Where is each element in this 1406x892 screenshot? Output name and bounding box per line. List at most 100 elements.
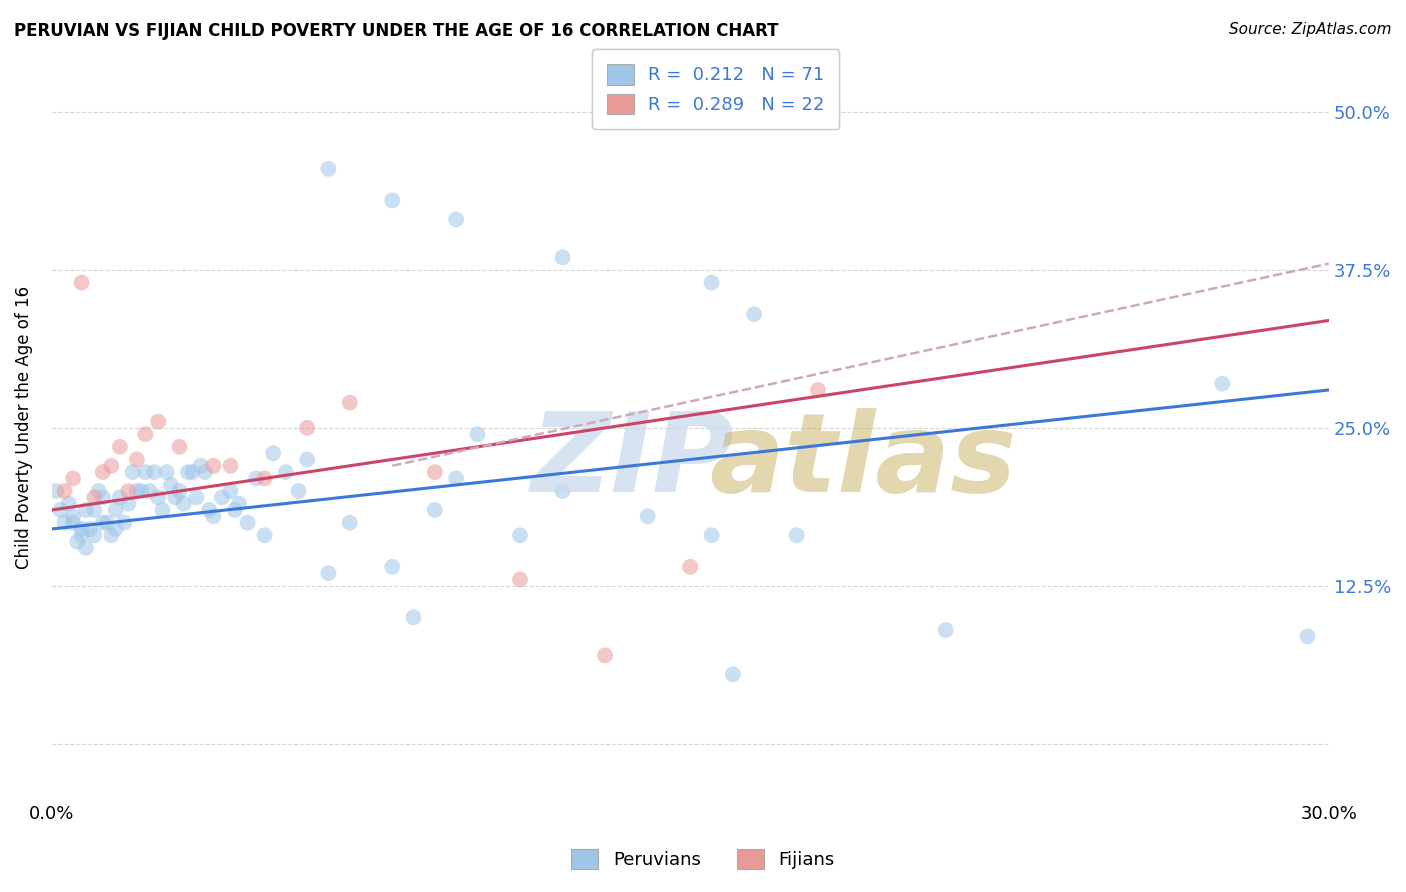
Point <box>75 541 97 555</box>
Point <box>62 509 84 524</box>
Text: Source: ZipAtlas.com: Source: ZipAtlas.com <box>1229 22 1392 37</box>
Point <box>49 503 72 517</box>
Point <box>169 440 191 454</box>
Point <box>339 395 361 409</box>
Point <box>786 528 808 542</box>
Point <box>121 465 143 479</box>
Point <box>339 516 361 530</box>
Point <box>91 516 114 530</box>
Point <box>423 465 446 479</box>
Legend: Peruvians, Fijians: Peruvians, Fijians <box>562 839 844 879</box>
Point <box>287 484 309 499</box>
Point <box>104 522 127 536</box>
Point <box>70 276 93 290</box>
Point <box>169 484 191 499</box>
Point <box>318 161 340 176</box>
Point <box>274 465 297 479</box>
Point <box>402 610 425 624</box>
Point <box>100 528 122 542</box>
Point <box>87 484 110 499</box>
Point <box>253 528 276 542</box>
Point <box>125 484 148 499</box>
Point <box>112 516 135 530</box>
Point <box>165 491 187 505</box>
Point <box>444 212 467 227</box>
Point <box>129 484 152 499</box>
Point <box>156 465 179 479</box>
Point <box>224 503 246 517</box>
Point <box>108 491 131 505</box>
Point <box>190 458 212 473</box>
Point <box>108 440 131 454</box>
Point <box>807 383 830 397</box>
Point <box>219 458 242 473</box>
Point <box>142 465 165 479</box>
Point <box>1296 629 1319 643</box>
Point <box>700 276 723 290</box>
Point <box>219 484 242 499</box>
Point <box>742 307 765 321</box>
Point <box>91 491 114 505</box>
Point <box>679 560 702 574</box>
Point <box>295 452 318 467</box>
Point <box>381 194 404 208</box>
Point <box>100 458 122 473</box>
Point <box>721 667 744 681</box>
Point <box>467 427 489 442</box>
Point <box>117 497 139 511</box>
Point <box>125 452 148 467</box>
Point <box>134 465 156 479</box>
Point <box>173 497 195 511</box>
Point <box>551 484 574 499</box>
Point <box>177 465 200 479</box>
Point <box>211 491 233 505</box>
Point <box>295 421 318 435</box>
Point <box>236 516 259 530</box>
Point <box>117 484 139 499</box>
Text: atlas: atlas <box>709 408 1017 515</box>
Point <box>66 534 89 549</box>
Point <box>228 497 250 511</box>
Point <box>58 497 80 511</box>
Point <box>935 623 957 637</box>
Point <box>134 427 156 442</box>
Point <box>91 465 114 479</box>
Point <box>146 415 169 429</box>
Point <box>194 465 217 479</box>
Point <box>70 522 93 536</box>
Point <box>551 250 574 264</box>
Point <box>53 484 76 499</box>
Point <box>444 471 467 485</box>
Point <box>700 528 723 542</box>
Point <box>423 503 446 517</box>
Point <box>181 465 204 479</box>
Point <box>83 528 105 542</box>
Point <box>79 522 101 536</box>
Point <box>146 491 169 505</box>
Point <box>253 471 276 485</box>
Point <box>62 516 84 530</box>
Point <box>318 566 340 581</box>
Point <box>104 503 127 517</box>
Point <box>138 484 160 499</box>
Text: PERUVIAN VS FIJIAN CHILD POVERTY UNDER THE AGE OF 16 CORRELATION CHART: PERUVIAN VS FIJIAN CHILD POVERTY UNDER T… <box>14 22 779 40</box>
Point <box>186 491 208 505</box>
Point <box>202 458 225 473</box>
Text: ZIP: ZIP <box>531 408 734 515</box>
Point <box>53 516 76 530</box>
Point <box>262 446 284 460</box>
Point <box>75 503 97 517</box>
Point <box>62 471 84 485</box>
Point <box>202 509 225 524</box>
Point <box>637 509 659 524</box>
Point <box>45 484 67 499</box>
Point <box>509 528 531 542</box>
Point <box>198 503 221 517</box>
Point <box>83 491 105 505</box>
Y-axis label: Child Poverty Under the Age of 16: Child Poverty Under the Age of 16 <box>15 286 32 569</box>
Point <box>160 477 183 491</box>
Legend: R =  0.212   N = 71, R =  0.289   N = 22: R = 0.212 N = 71, R = 0.289 N = 22 <box>592 49 839 128</box>
Point <box>245 471 267 485</box>
Point <box>70 528 93 542</box>
Point <box>152 503 174 517</box>
